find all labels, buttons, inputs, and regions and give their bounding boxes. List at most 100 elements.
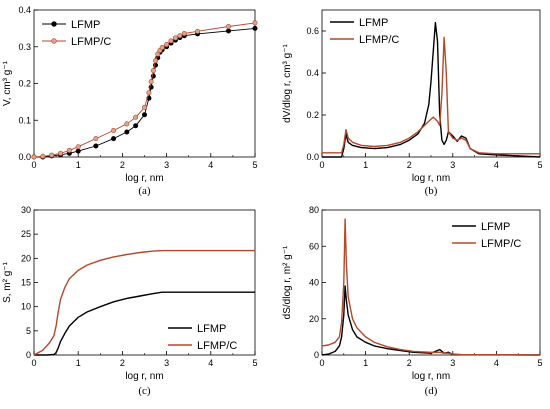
plot-frame (33, 9, 256, 158)
x-tick-label: 3 (164, 160, 169, 170)
y-tick-label: 10 (21, 302, 31, 312)
y-axis-label: dV/dlog r, cm³ g⁻¹ (282, 44, 293, 123)
x-tick-label: 0 (319, 358, 324, 368)
data-point (142, 104, 148, 110)
y-tick-label: 25 (21, 229, 31, 239)
data-point (49, 152, 55, 158)
panel-label: (a) (138, 185, 151, 197)
x-tick-label: 4 (208, 358, 213, 368)
x-tick-label: 4 (494, 358, 499, 368)
y-tick-label: 60 (309, 241, 319, 251)
data-point (195, 28, 201, 34)
data-point (133, 123, 139, 129)
data-point (142, 112, 148, 118)
data-point (124, 121, 130, 127)
y-tick-label: 30 (21, 205, 31, 215)
x-tick-label: 2 (120, 358, 125, 368)
panel-label: (c) (138, 385, 151, 397)
x-tick-label: 2 (407, 358, 412, 368)
y-tick-label: 0.6 (306, 26, 319, 36)
data-point (146, 90, 152, 96)
y-axis-label: V, cm³ g⁻¹ (2, 60, 13, 106)
y-tick-label: 20 (21, 253, 31, 263)
data-point (181, 31, 187, 37)
legend-label: LFMP (71, 19, 100, 31)
data-point (133, 114, 139, 120)
y-tick-label: 0 (314, 350, 319, 360)
legend-label: LFMP (359, 17, 388, 29)
data-point (177, 33, 183, 39)
x-tick-label: 1 (76, 358, 81, 368)
chart-panel-3: 0 1 2 3 4 5 0 20 40 60 80 log r, nm dS/dlog r, m² g⁻… (282, 205, 543, 397)
x-tick-label: 0 (319, 160, 324, 170)
data-point (150, 68, 156, 74)
legend-label: LFMP/C (359, 34, 399, 46)
x-tick-label: 5 (252, 160, 257, 170)
x-tick-label: 4 (208, 160, 213, 170)
data-point (225, 24, 231, 30)
data-point (31, 154, 37, 160)
data-point (40, 153, 46, 159)
x-tick-label: 5 (537, 160, 542, 170)
data-point (225, 28, 231, 34)
y-axis-label: S, m² g⁻¹ (2, 261, 13, 303)
y-tick-label: 40 (309, 278, 319, 288)
data-point (75, 144, 81, 150)
x-tick-label: 3 (164, 358, 169, 368)
y-tick-label: 0.3 (18, 42, 31, 52)
data-point (66, 147, 72, 153)
x-tick-label: 3 (450, 358, 455, 368)
x-tick-label: 5 (537, 358, 542, 368)
data-point (111, 128, 117, 134)
panel-label: (d) (425, 385, 438, 397)
x-tick-label: 5 (252, 358, 257, 368)
chart-panel-0: 0 1 2 3 4 5 0.0 0.1 0.2 0.3 0.4 log r, nm V, cm³ g⁻¹… (2, 5, 258, 197)
series-line-1 (321, 218, 541, 356)
x-tick-label: 1 (363, 358, 368, 368)
y-tick-label: 0.1 (18, 115, 31, 125)
y-tick-label: 0.0 (306, 152, 319, 162)
y-tick-label: 15 (21, 278, 31, 288)
data-point (252, 20, 258, 26)
series-line-1 (322, 36, 540, 155)
y-tick-label: 0 (26, 350, 31, 360)
legend-marker (51, 38, 57, 44)
x-axis-label: log r, nm (125, 173, 163, 184)
x-tick-label: 1 (363, 160, 368, 170)
data-point (153, 58, 159, 64)
series-line-0 (34, 291, 255, 356)
x-tick-label: 2 (407, 160, 412, 170)
series-line-0 (321, 285, 541, 356)
data-point (75, 148, 81, 154)
x-axis-label: log r, nm (125, 371, 163, 382)
legend-label: LFMP (197, 323, 226, 335)
data-point (93, 136, 99, 142)
y-tick-label: 0.2 (18, 79, 31, 89)
series-line-0 (34, 27, 256, 158)
data-point (164, 42, 170, 48)
series-line-1 (33, 249, 255, 356)
y-tick-label: 80 (309, 205, 319, 215)
x-tick-label: 0 (31, 358, 36, 368)
y-tick-label: 0.4 (18, 5, 31, 15)
data-point (58, 150, 64, 156)
x-tick-label: 3 (450, 160, 455, 170)
y-tick-label: 0.0 (18, 152, 31, 162)
data-point (124, 129, 130, 135)
legend-marker (51, 21, 57, 27)
panel-label: (b) (425, 185, 438, 197)
data-point (168, 38, 174, 44)
y-axis-label: dS/dlog r, m² g⁻¹ (282, 245, 293, 319)
data-point (172, 35, 178, 41)
x-axis-label: log r, nm (412, 371, 450, 382)
x-axis-label: log r, nm (412, 173, 450, 184)
x-tick-label: 2 (120, 160, 125, 170)
x-tick-label: 4 (494, 160, 499, 170)
series-line-1 (33, 22, 256, 158)
legend-label: LFMP (481, 221, 510, 233)
data-point (252, 25, 258, 31)
data-point (159, 44, 165, 50)
chart-panel-2: 0 1 2 3 4 5 0 5 10 15 20 25 30 log r, nm S, m² g⁻¹ LFMP… (2, 205, 258, 397)
